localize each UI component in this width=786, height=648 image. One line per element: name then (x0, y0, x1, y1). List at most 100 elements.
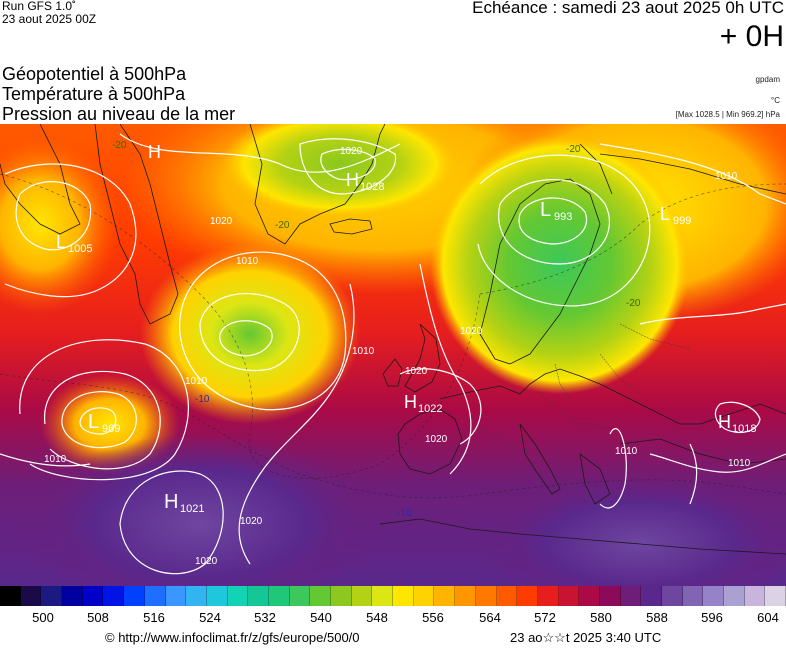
scale-swatch (765, 586, 786, 606)
isotherm-label: -20 (626, 298, 641, 309)
scale-swatch (41, 586, 63, 606)
svg-text:H: H (404, 392, 417, 412)
scale-swatch (310, 586, 331, 606)
scale-label: 508 (87, 610, 109, 625)
isotherm-label: -10 (397, 508, 412, 519)
scale-swatch (496, 586, 518, 606)
isobar-label: 1010 (352, 346, 375, 357)
isobar-label: 1010 (615, 446, 638, 457)
svg-text:L: L (660, 204, 670, 224)
scale-swatch (579, 586, 600, 606)
scale-swatch (558, 586, 580, 606)
scale-label: 564 (479, 610, 501, 625)
scale-swatch (0, 586, 21, 606)
scale-swatch (620, 586, 642, 606)
color-scale-labels: 500 508 516 524 532 540 548 556 564 572 … (0, 610, 786, 626)
pressure-center-low-scandinavia: L 993 (540, 199, 572, 223)
scale-swatch (517, 586, 538, 606)
scale-label: 556 (422, 610, 444, 625)
scale-label: 580 (590, 610, 612, 625)
scale-swatch (351, 586, 373, 606)
isobar-label: 1010 (44, 454, 67, 465)
svg-text:999: 999 (673, 215, 691, 227)
scale-swatch (227, 586, 249, 606)
forecast-offset: + 0H (719, 20, 784, 53)
scale-swatch (537, 586, 559, 606)
scale-swatch (662, 586, 683, 606)
svg-text:L: L (88, 411, 99, 433)
svg-text:1005: 1005 (68, 243, 92, 255)
coastlines (0, 124, 786, 555)
svg-text:1018: 1018 (732, 423, 756, 435)
svg-text:1022: 1022 (418, 403, 442, 415)
scale-swatch (393, 586, 414, 606)
layer-title-temperature: Température à 500hPa (2, 84, 186, 104)
svg-text:993: 993 (554, 211, 572, 223)
isobar-label: 1010 (185, 376, 208, 387)
scale-label: 604 (757, 610, 779, 625)
scale-swatch (206, 586, 228, 606)
weather-map[interactable]: 1020 1010 1010 1020 1020 1020 1010 1020 … (0, 124, 786, 586)
scale-swatch (682, 586, 704, 606)
svg-text:1028: 1028 (360, 181, 384, 193)
scale-label: 596 (701, 610, 723, 625)
run-date: 23 aout 2025 00Z (2, 12, 97, 26)
scale-swatch (455, 586, 476, 606)
scale-swatch (475, 586, 497, 606)
isobar-label: 1020 (425, 434, 448, 445)
svg-text:H: H (718, 412, 731, 432)
scale-label: 500 (32, 610, 54, 625)
isobar-label: 1010 (728, 458, 751, 469)
svg-text:H: H (346, 170, 359, 190)
pressure-center-high-baffin: H (148, 142, 161, 162)
isotherm-label: -20 (566, 144, 581, 155)
scale-swatch (82, 586, 104, 606)
scale-swatch (744, 586, 766, 606)
pressure-centers: H 1021 H 1022 H 1018 H 1028 H L 993 (56, 142, 756, 515)
isobar-labels: 1020 1010 1010 1020 1020 1020 1010 1020 … (44, 146, 751, 567)
scale-swatch (248, 586, 269, 606)
forecast-time: Echéance : samedi 23 aout 2025 0h UTC (472, 0, 784, 17)
isobar-label: 1020 (340, 146, 363, 157)
scale-swatch (289, 586, 311, 606)
scale-swatch (599, 586, 621, 606)
scale-swatch (641, 586, 662, 606)
source-link[interactable]: © http://www.infoclimat.fr/z/gfs/europe/… (105, 630, 360, 645)
isobar-label: 1020 (210, 216, 233, 227)
unit-geopotential: gpdam (755, 75, 780, 84)
pressure-center-high-azores: H 1021 (164, 491, 204, 515)
layer-title-geopotential: Géopotentiel à 500hPa (2, 64, 187, 84)
scale-label: 548 (366, 610, 388, 625)
svg-text:969: 969 (102, 423, 120, 435)
scale-swatch (124, 586, 145, 606)
scale-label: 532 (254, 610, 276, 625)
scale-swatch (144, 586, 166, 606)
pressure-center-high-biscay: H 1022 (404, 392, 442, 415)
scale-swatch (703, 586, 725, 606)
scale-label: 588 (646, 610, 668, 625)
scale-label: 540 (310, 610, 332, 625)
scale-swatch (20, 586, 42, 606)
isotherm-label: -10 (195, 394, 210, 405)
scale-label: 572 (534, 610, 556, 625)
scale-swatch (413, 586, 435, 606)
run-label: Run GFS 1.0˚ (2, 0, 77, 13)
isobar-label: 1010 (236, 256, 259, 267)
color-scale (0, 586, 786, 606)
scale-swatch (268, 586, 290, 606)
scale-swatch (165, 586, 187, 606)
scale-swatch (724, 586, 745, 606)
svg-text:L: L (56, 232, 66, 252)
scale-swatch (103, 586, 125, 606)
pressure-center-high-black-sea: H 1018 (718, 412, 756, 435)
unit-temperature: °C (771, 96, 780, 105)
isobar-label: 1010 (715, 171, 738, 182)
isobar-label: 1020 (405, 366, 428, 377)
pressure-center-low-atlantic: L 969 (88, 411, 120, 435)
svg-text:1021: 1021 (180, 503, 204, 515)
layer-title-pressure: Pression au niveau de la mer (2, 104, 236, 124)
svg-text:H: H (148, 142, 161, 162)
pressure-center-high-greenland: H 1028 (346, 170, 384, 193)
pressure-center-low-russia: L 999 (660, 204, 691, 227)
scale-swatch (331, 586, 352, 606)
